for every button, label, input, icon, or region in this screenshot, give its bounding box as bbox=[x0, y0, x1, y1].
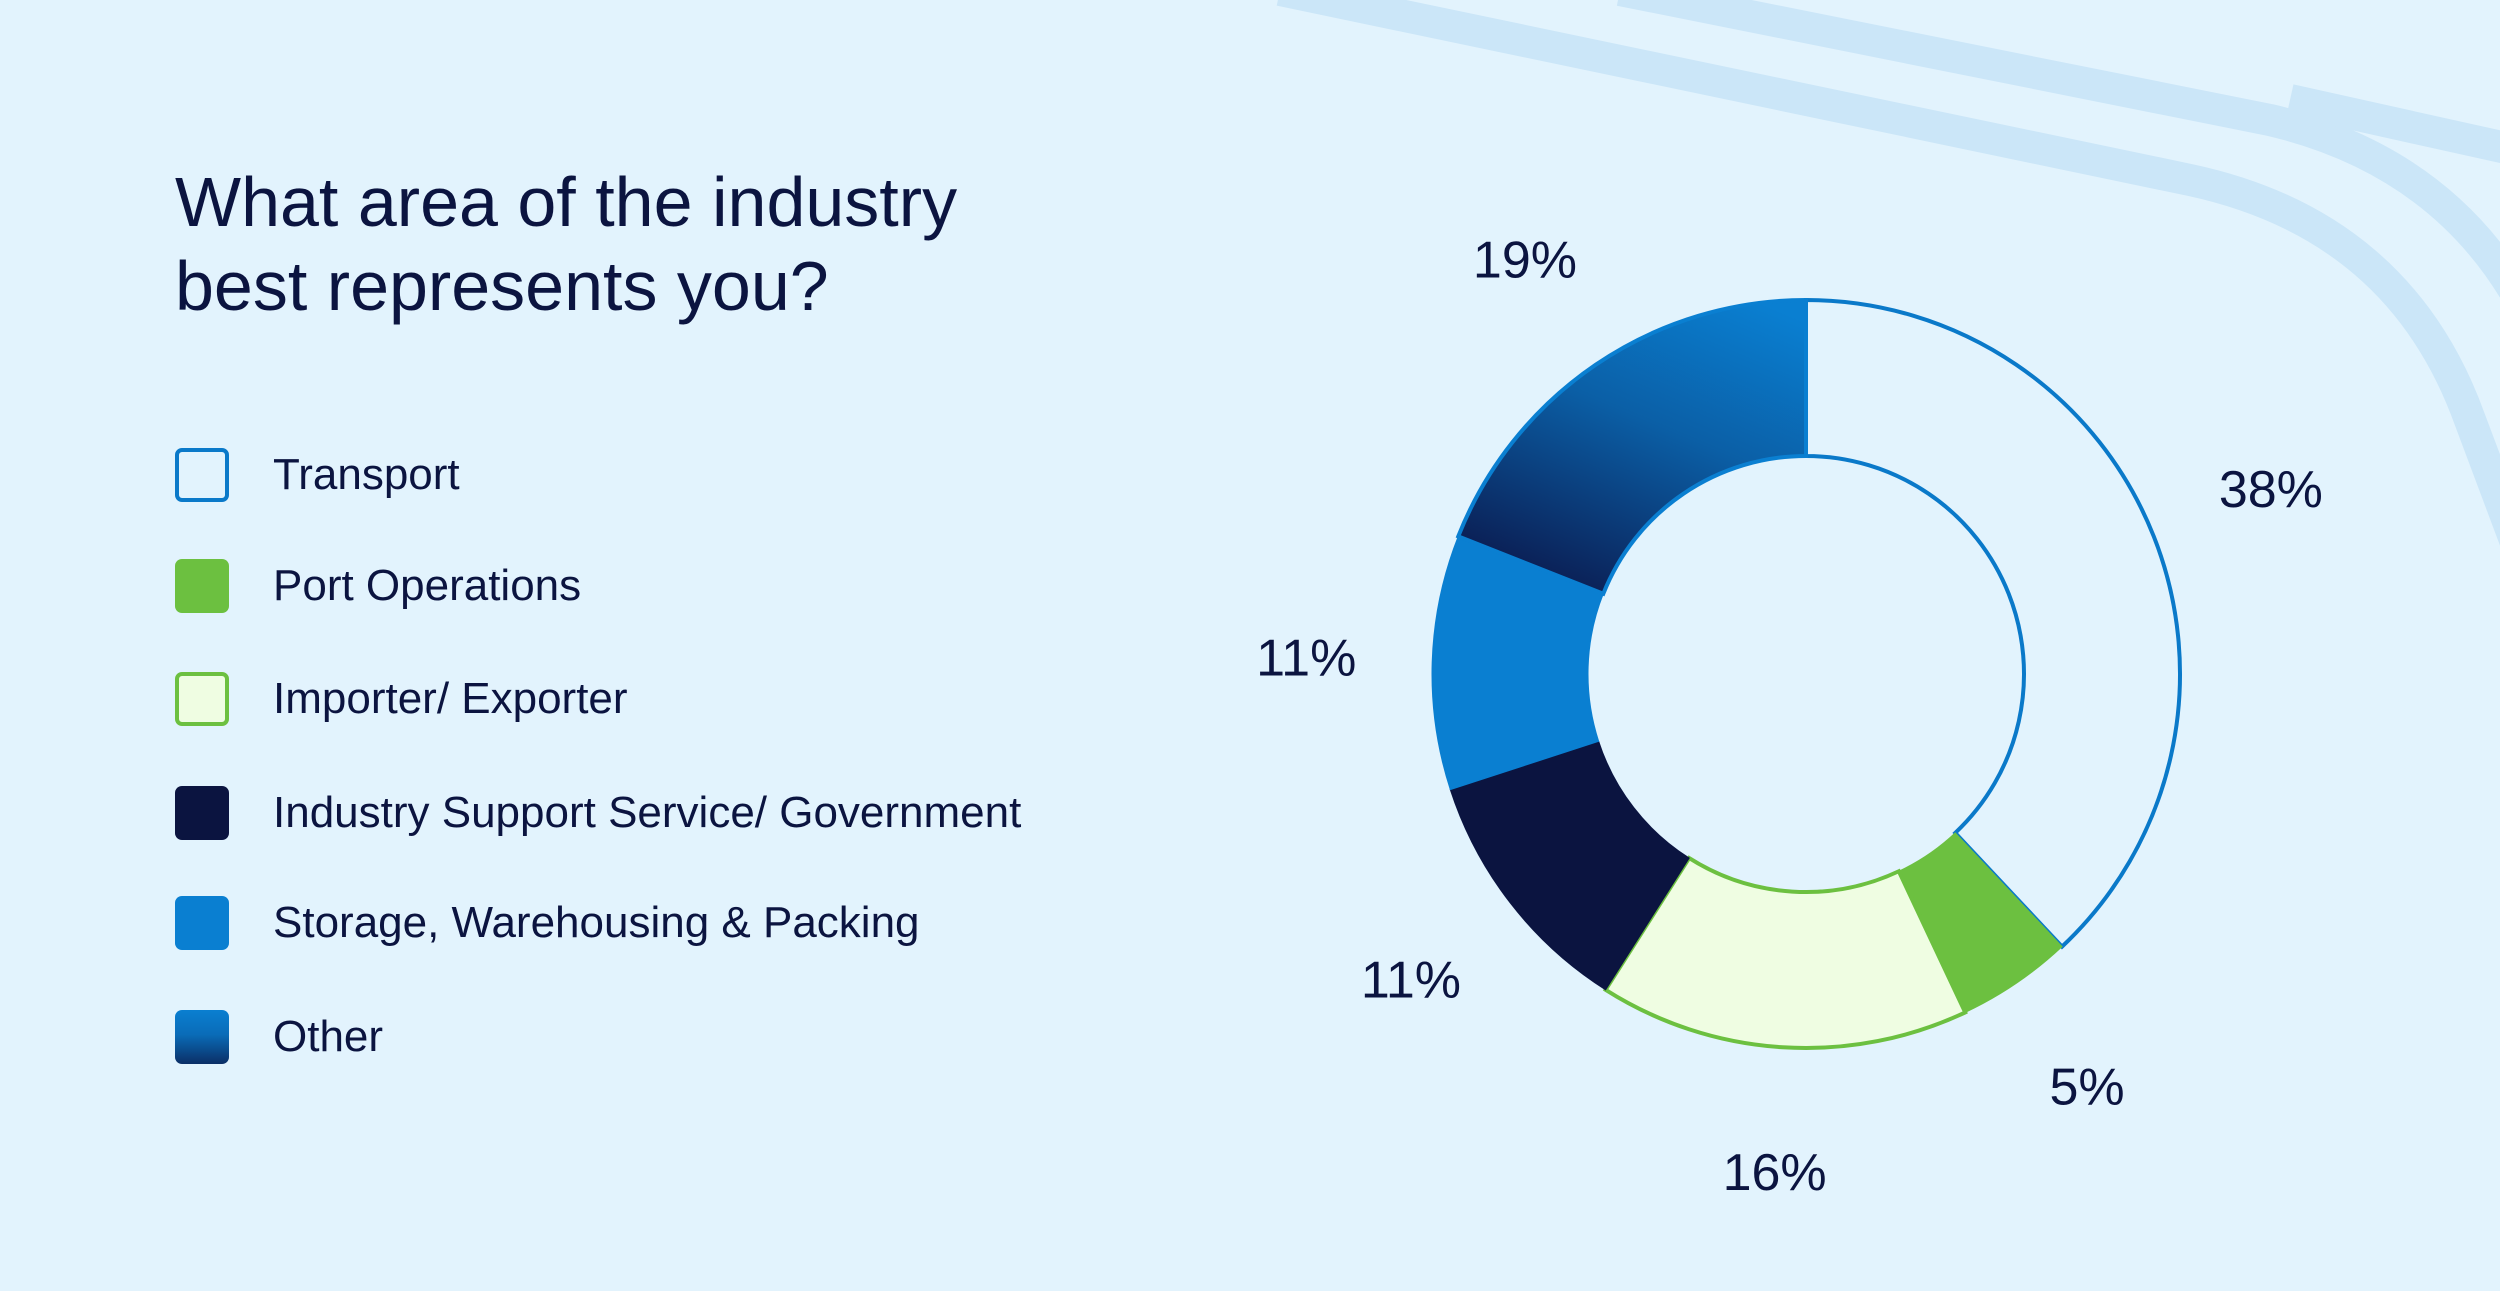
data-label-importer-exporter: 16% bbox=[1723, 1144, 1827, 1202]
legend-swatch-other bbox=[175, 1010, 229, 1064]
donut-slice-importer-exporter bbox=[1602, 855, 1968, 1050]
legend-label-storage: Storage, Warehousing & Packing bbox=[273, 898, 920, 947]
legend-swatch-storage bbox=[175, 896, 229, 950]
legend-label-port-operations: Port Operations bbox=[273, 561, 582, 610]
legend-item-importer-exporter: Importer/ Exporter bbox=[175, 672, 628, 726]
legend-label-importer-exporter: Importer/ Exporter bbox=[273, 674, 628, 723]
chart-title: What area of the industry best represent… bbox=[175, 160, 1175, 328]
legend-label-other: Other bbox=[273, 1012, 384, 1061]
legend-label-industry-support: Industry Support Service/ Government bbox=[273, 788, 1022, 837]
legend-item-industry-support: Industry Support Service/ Government bbox=[175, 786, 1021, 840]
background-road-line bbox=[1616, 0, 2500, 298]
background-road-line bbox=[2286, 84, 2500, 164]
legend-item-transport: Transport bbox=[175, 448, 460, 502]
background-road-line bbox=[1276, 0, 2500, 546]
legend-swatch-industry-support bbox=[175, 786, 229, 840]
chart-title-line-1: What area of the industry bbox=[175, 163, 958, 241]
data-label-other: 19% bbox=[1473, 231, 1577, 289]
data-label-port-operations: 5% bbox=[2049, 1059, 2124, 1117]
legend-item-storage: Storage, Warehousing & Packing bbox=[175, 896, 920, 950]
legend-item-port-operations: Port Operations bbox=[175, 559, 581, 613]
legend-label-transport: Transport bbox=[273, 450, 460, 499]
legend-swatch-transport bbox=[175, 448, 229, 502]
chart-title-line-2: best represents you? bbox=[175, 247, 829, 325]
data-label-storage-warehousing-packing: 11% bbox=[1256, 629, 1356, 687]
legend-item-other: Other bbox=[175, 1010, 383, 1064]
donut-slices bbox=[1431, 297, 2182, 1050]
legend-swatch-importer-exporter bbox=[175, 672, 229, 726]
donut-labels: 38% 5% 16% 11% 11% 19% bbox=[1256, 231, 2323, 1202]
data-label-industry-support-service-government: 11% bbox=[1361, 951, 1461, 1009]
legend-swatch-port-operations bbox=[175, 559, 229, 613]
data-label-transport: 38% bbox=[2219, 461, 2323, 519]
donut-slice-transport bbox=[1804, 297, 2182, 950]
donut-slice-other bbox=[1455, 297, 1808, 597]
